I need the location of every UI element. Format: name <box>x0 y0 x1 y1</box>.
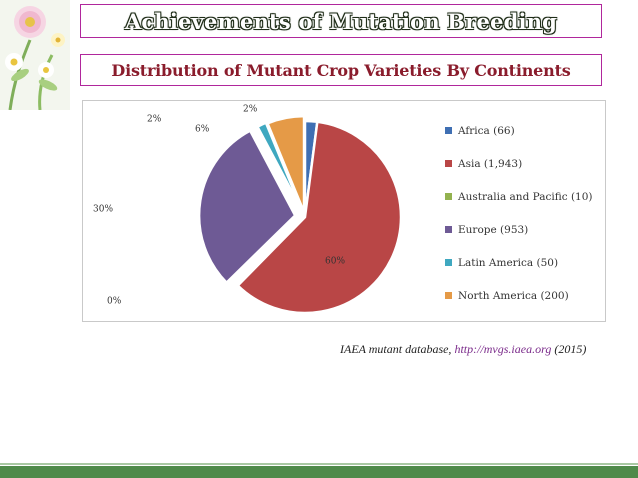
legend-swatch-latin-america <box>445 259 452 266</box>
pie-label-australia-and-pacific: 0% <box>107 297 122 307</box>
pie-label-africa: 2% <box>243 105 258 115</box>
chart-frame: 2% 60% 0% 30% 2% 6% Africa (66) Asia (1,943) Aus… <box>82 100 606 322</box>
pie-chart: 2% 60% 0% 30% 2% 6% Africa (66) Asia (1,943) Aus… <box>93 105 593 315</box>
slide-subtitle: Distribution of Mutant Crop Varieties By… <box>111 60 571 80</box>
slide-title: Achievements of Mutation Breeding <box>124 8 558 34</box>
pie-slice-australia-and-pacific <box>234 216 306 288</box>
legend-swatch-australia-and-pacific <box>445 193 452 200</box>
legend-swatch-europe <box>445 226 452 233</box>
citation-link[interactable]: http://mvgs.iaea.org <box>454 342 552 356</box>
legend-label-europe: Europe (953) <box>458 224 528 236</box>
pie-label-latin-america: 2% <box>147 115 162 125</box>
pie-slice-latin-america <box>255 121 304 213</box>
legend-label-asia: Asia (1,943) <box>457 158 522 170</box>
subtitle-banner: Distribution of Mutant Crop Varieties By… <box>80 54 602 86</box>
citation: IAEA mutant database, http://mvgs.iaea.o… <box>340 342 620 357</box>
legend-label-latin-america: Latin America (50) <box>458 257 558 269</box>
legend-label-australia-and-pacific: Australia and Pacific (10) <box>457 191 593 203</box>
pie-slice-asia <box>235 120 403 315</box>
title-banner: Achievements of Mutation Breeding <box>80 4 602 38</box>
legend-swatch-asia <box>445 160 452 167</box>
legend-label-africa: Africa (66) <box>457 125 515 137</box>
legend-swatch-north-america <box>445 292 452 299</box>
pie-label-europe: 30% <box>93 205 113 215</box>
legend-swatch-africa <box>445 127 452 134</box>
pie-label-north-america: 6% <box>195 125 210 135</box>
pie-slice-europe <box>197 128 297 285</box>
daisy-flowers-icon <box>0 0 70 110</box>
citation-prefix: IAEA mutant database, <box>340 342 455 356</box>
citation-suffix: (2015) <box>551 342 587 356</box>
pie-slice-north-america <box>265 114 306 213</box>
footer-bar <box>0 466 638 478</box>
footer-line <box>0 463 638 465</box>
pie-label-asia: 60% <box>325 257 345 267</box>
legend-label-north-america: North America (200) <box>458 290 569 302</box>
